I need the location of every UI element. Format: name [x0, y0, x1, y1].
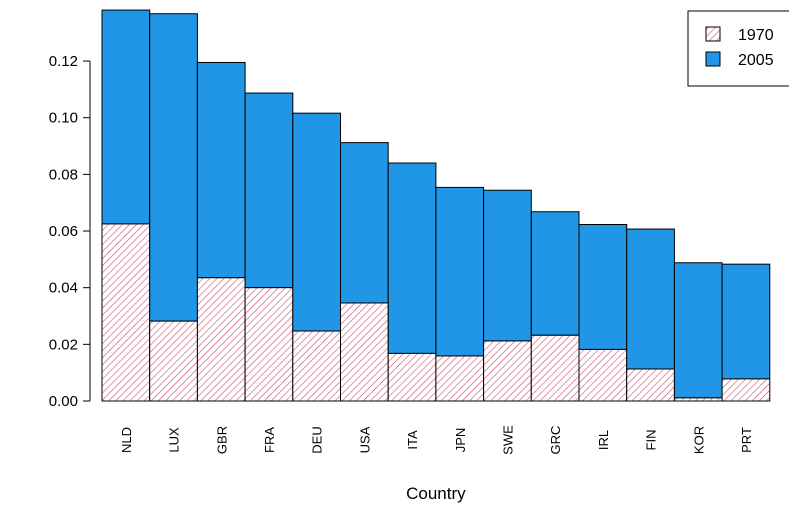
x-tick-label: ITA [405, 430, 420, 450]
legend: 1970 2005 [687, 10, 789, 87]
bar-1970-prt [721, 378, 771, 402]
legend-swatch-2005 [705, 51, 721, 67]
bar-1970-fin [626, 368, 675, 402]
bar-2005-fin [626, 228, 675, 370]
x-axis-labels: NLD LUX GBR FRA DEU USA ITA JPN SWE GRC IRL FIN KOR P… [119, 425, 754, 455]
bar-1970-jpn [435, 355, 485, 402]
bar-1970-swe [483, 340, 532, 402]
bar-1970-nld [101, 223, 151, 402]
bar-2005-kor [673, 262, 723, 399]
y-tick-label: 0.08 [49, 166, 78, 183]
x-tick-label: SWE [500, 425, 515, 455]
y-axis: 0.00 0.02 0.04 0.06 0.08 0.10 0.12 [49, 53, 91, 410]
x-tick-label: NLD [119, 427, 134, 453]
x-tick-label: FRA [262, 427, 277, 453]
y-tick-label: 0.06 [49, 223, 78, 240]
x-tick-label: GBR [214, 426, 229, 454]
x-tick-label: IRL [596, 430, 611, 450]
y-tick-label: 0.00 [49, 393, 78, 410]
bar-2005-grc [530, 211, 580, 336]
x-tick-label: GRC [548, 426, 563, 455]
bar-1970-gbr [196, 277, 246, 402]
bar-2005-deu [292, 112, 341, 332]
bar-1970-grc [530, 334, 580, 402]
legend-swatch-1970 [705, 26, 721, 42]
bar-2005-nld [101, 9, 151, 225]
bar-2005-fra [244, 92, 294, 289]
bar-2005-prt [721, 263, 771, 380]
bars-group [101, 9, 771, 402]
bar-2005-swe [483, 189, 532, 342]
legend-label-1970: 1970 [738, 27, 774, 44]
bar-1970-irl [578, 348, 628, 402]
x-tick-label: LUX [167, 427, 182, 453]
bar-2005-gbr [196, 61, 246, 279]
y-tick-label: 0.10 [49, 110, 78, 127]
y-tick-label: 0.04 [49, 280, 78, 297]
x-axis-title: Country [406, 484, 466, 503]
x-tick-label: PRT [739, 427, 754, 453]
bar-2005-usa [340, 142, 389, 304]
x-tick-label: USA [357, 426, 372, 453]
x-tick-label: FIN [644, 430, 659, 451]
x-tick-label: JPN [453, 428, 468, 453]
bar-1970-lux [149, 320, 198, 402]
bar-1970-kor [673, 397, 723, 402]
bar-1970-deu [292, 330, 341, 402]
legend-label-2005: 2005 [738, 52, 774, 69]
bar-2005-irl [578, 224, 628, 350]
bar-1970-fra [244, 287, 294, 402]
bar-1970-usa [340, 302, 389, 402]
bar-2005-ita [387, 162, 437, 354]
bar-2005-lux [149, 13, 198, 322]
legend-box [687, 10, 789, 87]
y-tick-label: 0.12 [49, 53, 78, 70]
bar-2005-jpn [435, 186, 485, 357]
y-tick-label: 0.02 [49, 336, 78, 353]
x-tick-label: DEU [310, 426, 325, 453]
x-tick-label: KOR [691, 426, 706, 454]
bar-1970-ita [387, 352, 437, 402]
